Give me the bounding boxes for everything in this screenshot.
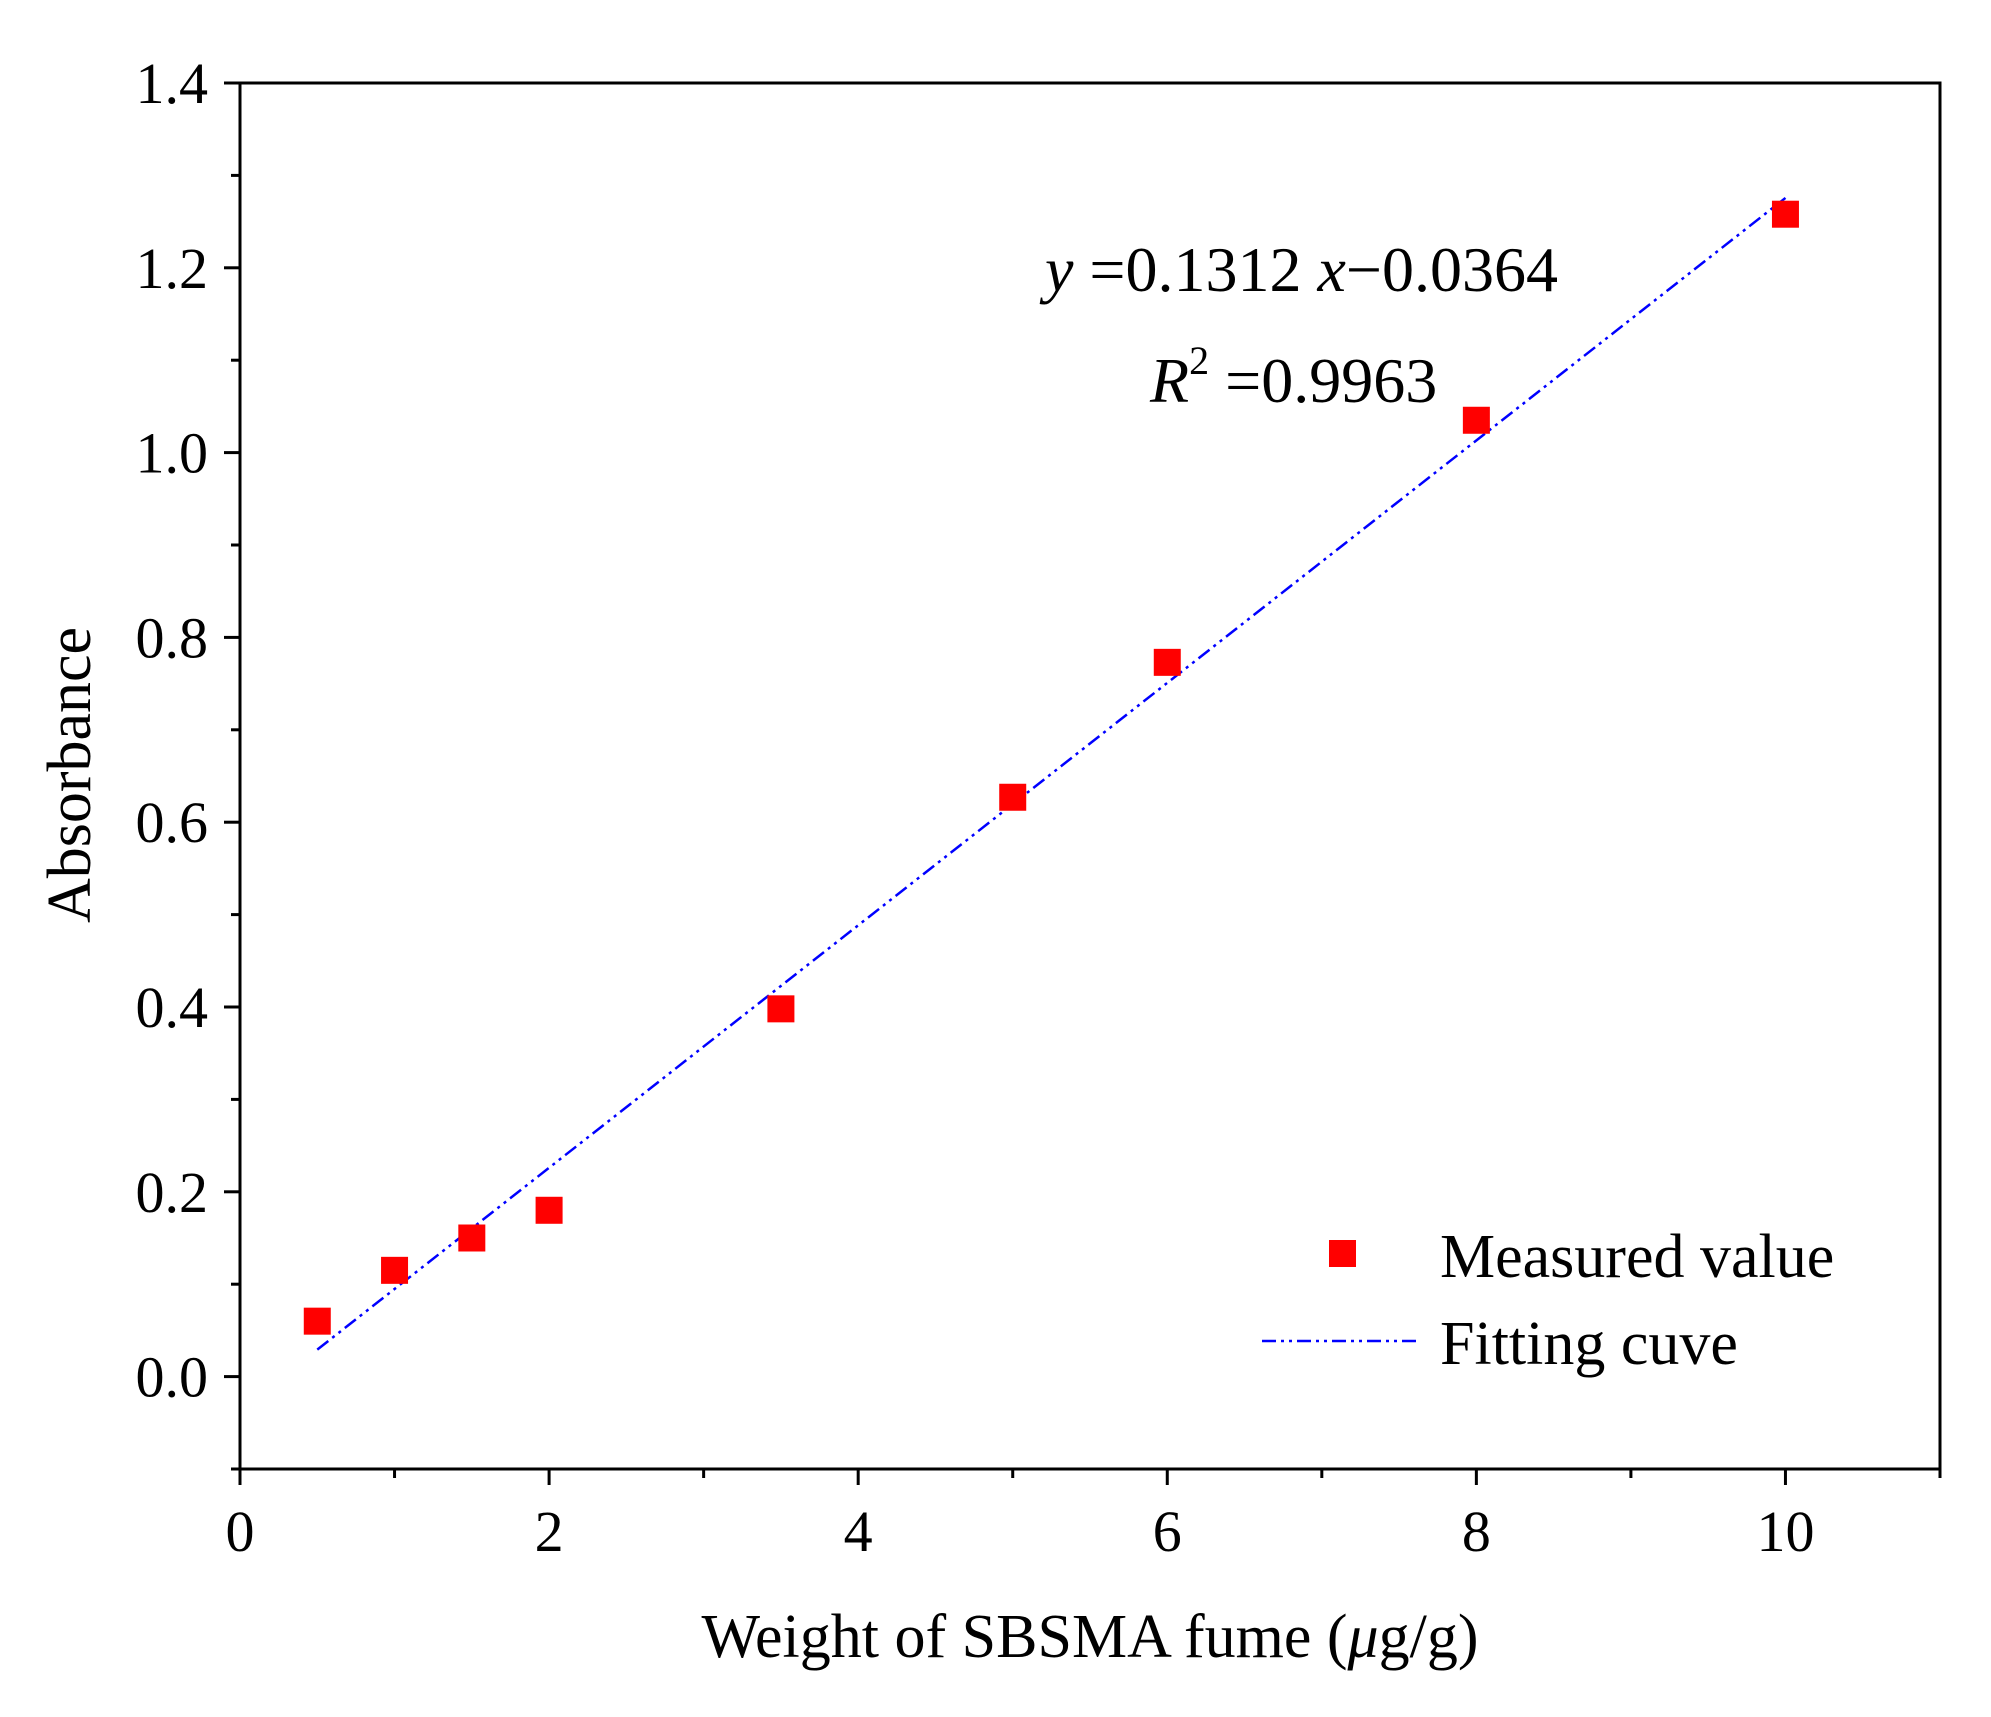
x-tick-label: 8 xyxy=(1462,1499,1491,1564)
legend-label-measured: Measured value xyxy=(1440,1223,1834,1291)
x-axis-title: Weight of SBSMA fume (μg/g) xyxy=(701,1603,1478,1671)
x-tick-label: 4 xyxy=(844,1499,873,1564)
r-squared-text: R2 =0.9963 xyxy=(1149,338,1437,416)
y-tick-label: 0.0 xyxy=(136,1345,209,1410)
equation-mid: =0.1312 xyxy=(1073,234,1317,305)
data-point xyxy=(535,1196,563,1224)
legend-label-fitting: Fitting cuve xyxy=(1440,1310,1738,1378)
data-point xyxy=(303,1307,331,1335)
x-tick-label: 6 xyxy=(1153,1499,1182,1564)
y-axis-title: Absorbance xyxy=(36,627,104,923)
data-point xyxy=(999,783,1027,811)
x-tick-label: 10 xyxy=(1756,1499,1814,1564)
x-axis-title-mu: μ xyxy=(1347,1603,1379,1671)
data-point xyxy=(1153,648,1181,676)
data-point xyxy=(1771,200,1799,228)
equation-text: y =0.1312 x−0.0364 xyxy=(1039,234,1558,305)
y-tick-label: 0.2 xyxy=(136,1160,209,1225)
equation-end: −0.0364 xyxy=(1346,234,1558,305)
plot-area xyxy=(240,83,1940,1469)
equation-x: x xyxy=(1317,234,1346,305)
r-squared-superscript: 2 xyxy=(1189,338,1209,383)
y-tick-label: 1.2 xyxy=(136,236,209,301)
data-point xyxy=(767,995,795,1023)
x-axis-title-suffix: g/g) xyxy=(1379,1603,1479,1671)
r-squared-r: R xyxy=(1149,345,1189,416)
tick-label-layer: 0 2 4 6 8 10 0.0 0.2 0.4 0.6 0.8 1.0 1.2 1.4 xyxy=(136,51,1815,1564)
y-tick-label: 1.0 xyxy=(136,421,209,486)
marker-layer xyxy=(303,200,1799,1335)
equation-y: y xyxy=(1039,234,1074,305)
y-tick-label: 0.8 xyxy=(136,605,209,670)
y-tick-label: 1.4 xyxy=(136,51,209,116)
y-tick-label: 0.4 xyxy=(136,975,209,1040)
legend-marker-measured xyxy=(1329,1240,1356,1267)
x-axis-title-prefix: Weight of SBSMA fume ( xyxy=(701,1603,1347,1671)
data-point xyxy=(381,1256,409,1284)
data-point xyxy=(1462,406,1490,434)
x-tick-label: 0 xyxy=(226,1499,255,1564)
legend: Measured value Fitting cuve xyxy=(1262,1223,1834,1378)
r-squared-value: =0.9963 xyxy=(1209,345,1437,416)
data-point xyxy=(458,1224,486,1252)
plot-frame xyxy=(238,81,1942,1471)
x-tick-label: 2 xyxy=(535,1499,564,1564)
y-tick-label: 0.6 xyxy=(136,790,209,855)
